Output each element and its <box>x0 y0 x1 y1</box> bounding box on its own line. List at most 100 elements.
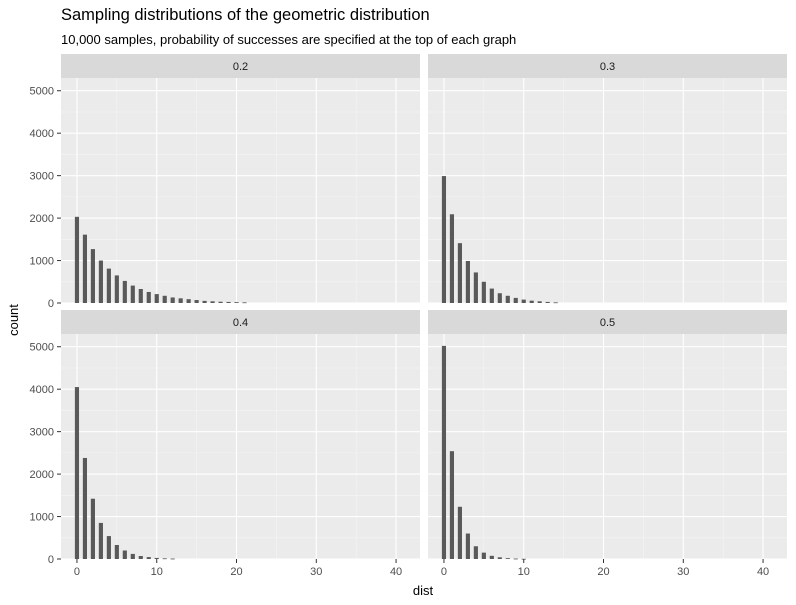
facet-strip-label: 0.3 <box>600 61 615 73</box>
histogram-bar <box>122 550 127 559</box>
histogram-bar <box>170 558 175 560</box>
histogram-bar <box>98 260 103 303</box>
histogram-bar <box>489 555 494 559</box>
histogram-bar <box>473 546 478 559</box>
histogram-bar <box>465 260 470 303</box>
y-tick-label: 5000 <box>30 86 54 98</box>
histogram-bar <box>162 558 167 560</box>
facet-strip <box>61 310 420 334</box>
histogram-bar <box>489 288 494 303</box>
histogram-bar <box>481 281 486 303</box>
histogram-bar <box>82 234 88 303</box>
histogram-bar <box>497 293 502 303</box>
histogram-bar <box>481 552 486 559</box>
histogram-bar <box>513 558 518 560</box>
histogram-bar <box>449 214 455 303</box>
histogram-bar <box>529 300 534 303</box>
y-tick-label: 3000 <box>30 171 54 183</box>
histogram-bar <box>441 176 447 303</box>
histogram-bar <box>154 557 159 559</box>
y-tick-label: 4000 <box>30 128 54 140</box>
facet-panel-0.3: 0.3 <box>428 54 787 304</box>
histogram-bar <box>138 556 143 559</box>
histogram-bar <box>226 301 231 303</box>
facet-panel-0.5: 0.5 0 10 20 30 40 <box>428 310 787 578</box>
histogram-bar <box>513 297 518 303</box>
histogram-bar <box>170 297 175 303</box>
y-axis-title: count <box>6 304 21 336</box>
histogram-bar <box>90 498 95 559</box>
histogram-bar <box>146 291 151 303</box>
histogram-bar <box>521 299 526 303</box>
y-tick-label: 1000 <box>30 256 54 268</box>
plot-background <box>428 334 787 559</box>
histogram-bar <box>130 285 135 303</box>
histogram-bar <box>106 268 111 303</box>
x-axis-title: dist <box>413 583 434 598</box>
histogram-bar <box>82 457 88 559</box>
x-tick-label: 20 <box>597 566 609 578</box>
x-tick-label: 0 <box>74 566 80 578</box>
histogram-bar <box>234 302 239 303</box>
histogram-bar <box>545 301 550 303</box>
facet-strip <box>61 54 420 78</box>
facet-strip <box>428 54 787 78</box>
histogram-bar <box>457 243 462 303</box>
histogram-bar <box>74 216 80 303</box>
y-tick-label: 4000 <box>30 384 54 396</box>
histogram-bar <box>146 557 151 559</box>
histogram-bar <box>90 249 95 303</box>
x-tick-label: 40 <box>390 566 402 578</box>
plot-background <box>428 78 787 303</box>
histogram-bar <box>106 536 111 559</box>
histogram-bar <box>202 300 207 303</box>
histogram-bar <box>449 451 455 559</box>
histogram-bar <box>74 387 80 559</box>
y-tick-label: 5000 <box>30 342 54 354</box>
x-tick-label: 20 <box>230 566 242 578</box>
histogram-bar <box>465 533 470 559</box>
facet-strip-label: 0.5 <box>600 317 615 329</box>
plot-background <box>61 334 420 559</box>
chart-subtitle: 10,000 samples, probability of successes… <box>61 32 517 47</box>
x-tick-label: 10 <box>518 566 530 578</box>
facet-panel-0.2: 0.2 0 1000 2000 3000 4000 5000 <box>30 54 420 310</box>
histogram-bar <box>122 280 127 303</box>
histogram-bar <box>537 301 542 303</box>
facet-strip-label: 0.4 <box>233 317 248 329</box>
histogram-bar <box>114 275 119 303</box>
histogram-bar <box>553 302 558 304</box>
facet-panels: 0.2 0 1000 2000 3000 4000 5000 0.3 0.4 0 1000 2000 3… <box>30 54 787 578</box>
histogram-bar <box>505 558 510 559</box>
histogram-bar <box>98 522 103 559</box>
histogram-bar <box>186 299 191 303</box>
x-tick-label: 10 <box>151 566 163 578</box>
histogram-bar <box>210 301 215 303</box>
histogram-bar <box>194 300 199 303</box>
histogram-bar <box>130 553 135 559</box>
facet-strip-label: 0.2 <box>233 61 248 73</box>
y-tick-label: 2000 <box>30 213 54 225</box>
chart-title: Sampling distributions of the geometric … <box>61 6 430 24</box>
histogram-bar <box>242 302 247 304</box>
y-tick-label: 1000 <box>30 512 54 524</box>
facet-panel-0.4: 0.4 0 1000 2000 3000 4000 5000 0 10 20 30 40 <box>30 310 420 578</box>
histogram-bar <box>154 294 159 303</box>
histogram-bar <box>457 506 462 559</box>
x-tick-label: 40 <box>757 566 769 578</box>
y-tick-label: 2000 <box>30 469 54 481</box>
histogram-bar <box>114 544 119 559</box>
y-tick-label: 3000 <box>30 427 54 439</box>
histogram-bar <box>138 288 143 303</box>
plot-background <box>61 78 420 303</box>
histogram-bar <box>218 301 223 303</box>
x-tick-label: 30 <box>677 566 689 578</box>
y-tick-label: 0 <box>48 554 54 566</box>
histogram-bar <box>473 272 478 303</box>
histogram-bar <box>162 295 167 303</box>
x-tick-label: 30 <box>310 566 322 578</box>
x-tick-label: 0 <box>441 566 447 578</box>
histogram-bar <box>505 295 510 303</box>
histogram-bar <box>441 345 447 559</box>
